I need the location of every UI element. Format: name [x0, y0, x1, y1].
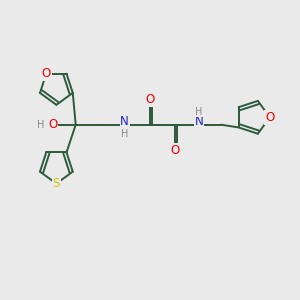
Text: H: H: [37, 120, 44, 130]
Text: N: N: [195, 115, 203, 128]
Text: O: O: [146, 93, 154, 106]
Text: H: H: [121, 129, 128, 139]
Text: S: S: [53, 177, 60, 190]
Text: O: O: [171, 143, 180, 157]
Text: N: N: [120, 115, 129, 128]
Text: H: H: [195, 107, 203, 117]
Text: O: O: [265, 111, 274, 124]
Text: O: O: [48, 118, 57, 131]
Text: O: O: [42, 67, 51, 80]
